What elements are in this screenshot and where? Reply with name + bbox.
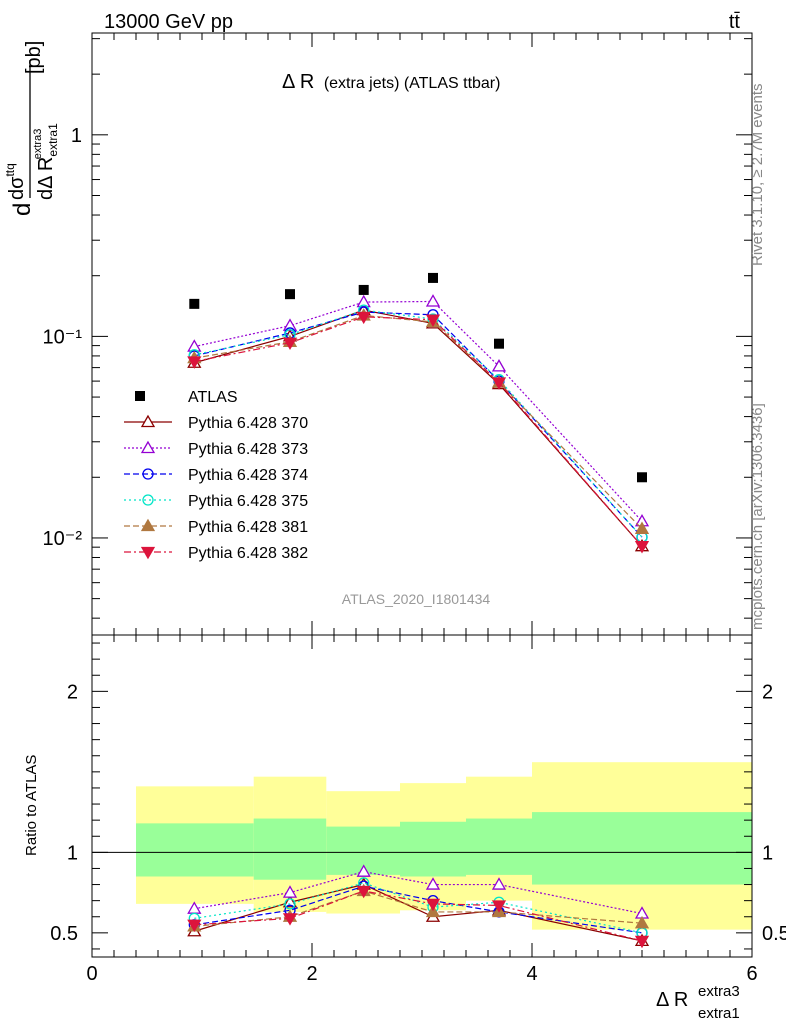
- y-axis-label-dsigma-text: dσ: [6, 176, 28, 200]
- data-point-atlas: [494, 338, 504, 349]
- ratio-tick-label-right: 0.5: [762, 923, 786, 945]
- ratio-tick-label: 0.5: [50, 923, 78, 945]
- ratio-line-s382: [194, 890, 643, 942]
- y-axis-label-unit: [pb]: [23, 41, 45, 74]
- ratio-band-inner: [532, 812, 752, 885]
- legend-label-s374: Pythia 6.428 374: [188, 467, 308, 484]
- y-axis-label-dsigma: dσttq: [3, 163, 28, 200]
- legend-marker-s381: [140, 518, 156, 532]
- series-line-s373: [194, 300, 643, 522]
- ratio-point-s382: [634, 935, 650, 949]
- ratio-point-s382: [187, 919, 202, 933]
- series-point-s382: [282, 337, 298, 351]
- ratio-y-label: Ratio to ATLAS: [23, 755, 40, 856]
- ratio-tick-label-right: 1: [762, 842, 773, 864]
- series-line-s370: [194, 309, 643, 547]
- x-axis-label-sup: extra3: [698, 983, 740, 1000]
- y-axis-label-dR-text: dΔ R: [35, 157, 57, 200]
- ratio-point-s373: [491, 877, 507, 890]
- legend-marker-s375: [142, 494, 154, 506]
- rivet-label: Rivet 3.1.10, ≥ 2.7M events: [749, 84, 766, 267]
- series-line-s375: [194, 309, 643, 538]
- legend: ATLAS Pythia 6.428 370 Pythia 6.428 373 Pyt…: [124, 389, 308, 562]
- ratio-tick-label-right: 2: [762, 681, 773, 703]
- y-axis-label-d: d: [9, 203, 36, 216]
- legend-marker-s370: [140, 414, 156, 428]
- ratio-point-s373: [425, 877, 441, 890]
- analysis-id: ATLAS_2020_I1801434: [342, 591, 491, 607]
- main-title-suffix: (extra jets) (ATLAS ttbar): [324, 75, 501, 92]
- legend-label-s375: Pythia 6.428 375: [188, 493, 308, 510]
- ratio-point-s382: [356, 885, 371, 899]
- ratio-point-s375: [284, 898, 296, 910]
- series-point-s373: [491, 359, 507, 372]
- y-axis-label-dsigma-sup: ttq: [3, 163, 17, 176]
- x-axis-label-sub: extra1: [698, 1005, 740, 1022]
- axis-ticks: 0 2 4 6 10⁻² 10⁻¹ 1 0.5 0.5 1 1 2 2: [43, 33, 786, 985]
- y-tick-label: 10⁻²: [43, 528, 83, 550]
- y-tick-label: 10⁻¹: [43, 326, 83, 348]
- series-point-s382: [634, 541, 650, 554]
- x-tick-label: 2: [306, 963, 317, 985]
- y-axis-label: d dσttq dΔ Rextra1extra3 [pb]: [3, 41, 60, 216]
- legend-label-s370: Pythia 6.428 370: [188, 415, 308, 432]
- ratio-point-s373: [356, 864, 371, 877]
- ratio-band-inner: [253, 818, 327, 880]
- legend-marker-s374: [142, 468, 154, 480]
- ratio-point-s373: [282, 885, 298, 898]
- x-axis-label-main: Δ R: [656, 989, 688, 1011]
- series-line-s374: [194, 311, 643, 538]
- process-label: tt̄: [729, 11, 741, 33]
- ratio-tick-label: 2: [67, 681, 78, 703]
- ratio-band-inner: [466, 818, 532, 875]
- series-point-s381: [634, 521, 650, 534]
- y-axis-label-dR: dΔ Rextra1extra3: [32, 123, 60, 200]
- legend-label-s373: Pythia 6.428 373: [188, 441, 308, 458]
- data-point-atlas: [189, 298, 200, 309]
- x-axis-label: Δ R: [656, 989, 688, 1011]
- legend-label-atlas: ATLAS: [188, 389, 238, 406]
- series-line-s382: [194, 316, 643, 547]
- ratio-point-s382: [425, 898, 441, 912]
- legend-marker-s382: [140, 546, 156, 560]
- x-tick-label: 6: [746, 963, 757, 985]
- data-point-atlas: [358, 284, 369, 295]
- x-tick-label: 0: [86, 963, 97, 985]
- ratio-line-s381: [194, 890, 643, 928]
- ratio-band-inner: [400, 821, 466, 877]
- ratio-point-s370: [282, 894, 298, 908]
- series-point-s382: [491, 377, 507, 390]
- ratio-point-s381: [634, 915, 650, 929]
- series-point-s382: [356, 311, 371, 325]
- legend-marker-atlas: [135, 391, 145, 401]
- ratio-tick-label: 1: [67, 842, 78, 864]
- y-tick-label: 1: [71, 125, 82, 147]
- ratio-band-inner: [136, 823, 254, 877]
- legend-label-s382: Pythia 6.428 382: [188, 545, 308, 562]
- main-title: Δ R (extra jets) (ATLAS ttbar): [282, 71, 500, 93]
- ratio-line-s374: [194, 885, 643, 934]
- series-point-s382: [187, 356, 202, 369]
- series-point-s373: [282, 318, 298, 331]
- series-point-s373: [425, 294, 441, 307]
- main-series-layer: [187, 272, 650, 554]
- data-point-atlas: [285, 289, 295, 300]
- mcplots-label: mcplots.cern.ch [arXiv:1306.3436]: [749, 403, 766, 630]
- main-title-prefix: Δ R: [282, 71, 314, 93]
- y-axis-label-dR-sub: extra1: [46, 123, 60, 157]
- legend-marker-s373: [140, 440, 156, 454]
- ratio-point-s382: [282, 913, 298, 926]
- energy-label: 13000 GeV pp: [104, 11, 233, 33]
- ratio-series-layer: [187, 864, 650, 949]
- x-tick-label: 4: [526, 963, 537, 985]
- ratio-line-s375: [194, 882, 643, 934]
- ratio-line-s373: [194, 871, 643, 915]
- data-point-atlas: [428, 272, 438, 283]
- ratio-point-s382: [491, 900, 507, 913]
- legend-label-s381: Pythia 6.428 381: [188, 519, 308, 536]
- data-point-atlas: [637, 472, 647, 483]
- y-axis-label-dR-sup: extra3: [32, 129, 44, 160]
- series-point-s382: [425, 314, 441, 328]
